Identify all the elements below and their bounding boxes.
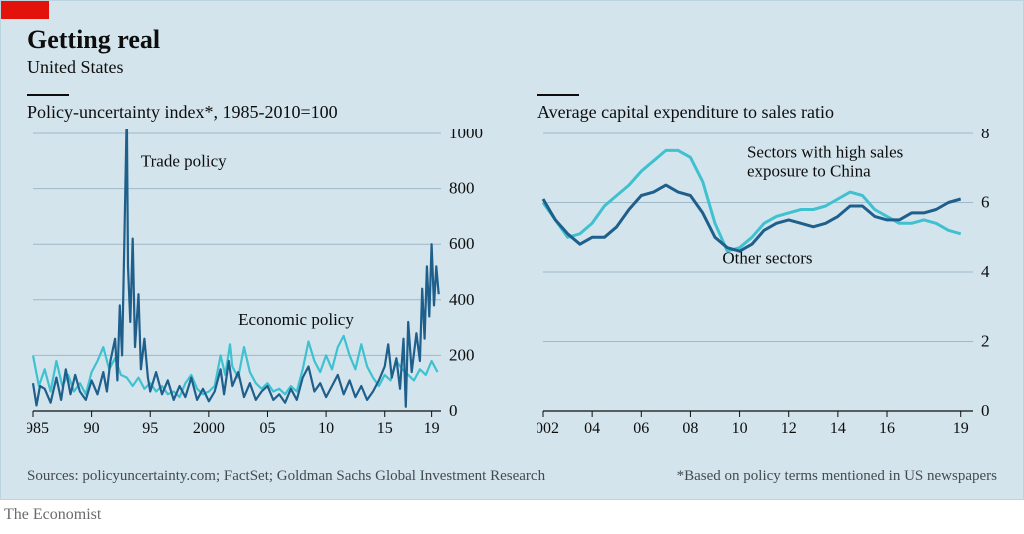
charts-row: Policy-uncertainty index*, 1985-2010=100… — [27, 94, 997, 439]
svg-text:1000: 1000 — [449, 129, 483, 142]
svg-text:8: 8 — [981, 129, 990, 142]
svg-text:95: 95 — [142, 420, 158, 437]
right-chart-svg: 0 2 4 6 8 2002 04 06 08 10 12 14 16 19 Sectors with hi… — [537, 129, 1007, 439]
svg-text:05: 05 — [259, 420, 275, 437]
svg-text:0: 0 — [449, 401, 458, 420]
right-chart-title: Average capital expenditure to sales rat… — [537, 102, 1007, 123]
svg-text:Sectors with high sales: Sectors with high sales — [747, 142, 903, 161]
svg-text:12: 12 — [781, 420, 797, 437]
svg-text:Economic policy: Economic policy — [238, 310, 354, 329]
svg-text:90: 90 — [84, 420, 100, 437]
left-chart-title: Policy-uncertainty index*, 1985-2010=100 — [27, 102, 497, 123]
title-rule — [537, 94, 579, 96]
svg-text:15: 15 — [377, 420, 393, 437]
svg-text:6: 6 — [981, 193, 990, 212]
svg-text:Trade policy: Trade policy — [141, 151, 227, 170]
svg-text:19: 19 — [424, 420, 440, 437]
svg-text:2002: 2002 — [537, 420, 559, 437]
svg-text:2000: 2000 — [193, 420, 225, 437]
svg-text:1985: 1985 — [27, 420, 49, 437]
sources-row: Sources: policyuncertainty.com; FactSet;… — [27, 468, 997, 485]
left-chart: Policy-uncertainty index*, 1985-2010=100… — [27, 94, 497, 439]
svg-text:400: 400 — [449, 290, 475, 309]
credit-text: The Economist — [4, 506, 101, 524]
svg-text:14: 14 — [830, 420, 846, 437]
svg-text:0: 0 — [981, 401, 990, 420]
svg-text:06: 06 — [633, 420, 649, 437]
footnote-text: *Based on policy terms mentioned in US n… — [677, 468, 997, 485]
title-rule — [27, 94, 69, 96]
svg-text:Other sectors: Other sectors — [722, 248, 812, 267]
svg-text:19: 19 — [953, 420, 969, 437]
left-chart-svg: 0 200 400 600 800 1000 1985 90 95 2000 05 10 15 19 Tra… — [27, 129, 497, 439]
svg-text:exposure to China: exposure to China — [747, 161, 871, 180]
panel-subtitle: United States — [27, 57, 997, 78]
svg-text:04: 04 — [584, 420, 600, 437]
svg-text:08: 08 — [682, 420, 698, 437]
svg-text:600: 600 — [449, 234, 475, 253]
chart-panel: Getting real United States Policy-uncert… — [0, 0, 1024, 500]
sources-text: Sources: policyuncertainty.com; FactSet;… — [27, 468, 545, 485]
svg-text:10: 10 — [732, 420, 748, 437]
svg-text:16: 16 — [879, 420, 895, 437]
svg-text:200: 200 — [449, 345, 475, 364]
svg-text:4: 4 — [981, 262, 990, 281]
right-chart: Average capital expenditure to sales rat… — [537, 94, 1007, 439]
svg-text:800: 800 — [449, 179, 475, 198]
svg-text:2: 2 — [981, 332, 990, 351]
svg-text:10: 10 — [318, 420, 334, 437]
brand-bar — [1, 1, 49, 19]
panel-title: Getting real — [27, 25, 997, 55]
